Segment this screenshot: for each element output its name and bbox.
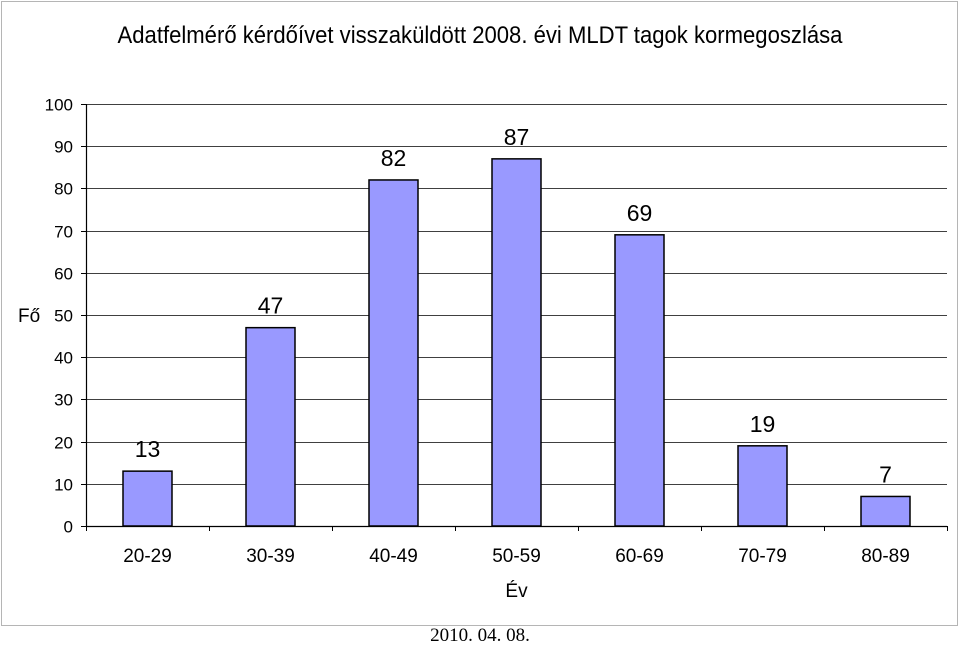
chart-title: Adatfelmérő kérdőívet visszaküldött 2008… — [117, 22, 843, 49]
bar — [368, 179, 419, 527]
y-tick-label: 70 — [54, 223, 73, 242]
y-axis-label: Fő — [18, 306, 40, 327]
bar — [860, 495, 911, 527]
data-label: 13 — [135, 436, 161, 462]
data-label: 69 — [627, 200, 653, 226]
data-label: 47 — [258, 293, 284, 319]
bar — [737, 445, 788, 527]
x-tick-label: 40-49 — [369, 546, 418, 567]
x-tick-label: 80-89 — [861, 546, 910, 567]
y-tick-label: 10 — [54, 476, 73, 495]
x-tick-label: 50-59 — [492, 546, 541, 567]
bars — [122, 158, 911, 527]
y-tick-label: 20 — [54, 434, 73, 453]
y-tick-label: 60 — [54, 265, 73, 284]
bar — [614, 234, 665, 527]
y-tick-label: 80 — [54, 180, 73, 199]
x-tick-label: 70-79 — [738, 546, 787, 567]
data-labels: 13 47 82 87 69 19 7 — [135, 124, 892, 488]
y-tick-label: 50 — [54, 307, 73, 326]
bar — [122, 470, 173, 527]
y-tick-label: 40 — [54, 349, 73, 368]
data-label: 82 — [381, 145, 407, 171]
bar — [245, 326, 296, 527]
y-tick-label: 0 — [64, 518, 73, 537]
data-label: 7 — [879, 461, 892, 487]
x-tick-label: 60-69 — [615, 546, 664, 567]
y-tick-label: 100 — [45, 96, 73, 115]
x-tick-label: 30-39 — [246, 546, 295, 567]
footer-date: 2010. 04. 08. — [430, 625, 530, 646]
x-axis-ticks: 20-29 30-39 40-49 50-59 60-69 70-79 80-89 — [86, 526, 948, 567]
bar — [491, 158, 542, 527]
y-axis-ticks: 0 10 20 30 40 50 60 70 80 90 100 — [45, 96, 86, 537]
data-label: 19 — [750, 411, 776, 437]
x-tick-label: 20-29 — [123, 546, 172, 567]
data-label: 87 — [504, 124, 530, 150]
x-axis-label: Év — [505, 581, 528, 602]
y-tick-label: 90 — [54, 138, 73, 157]
y-tick-label: 30 — [54, 391, 73, 410]
